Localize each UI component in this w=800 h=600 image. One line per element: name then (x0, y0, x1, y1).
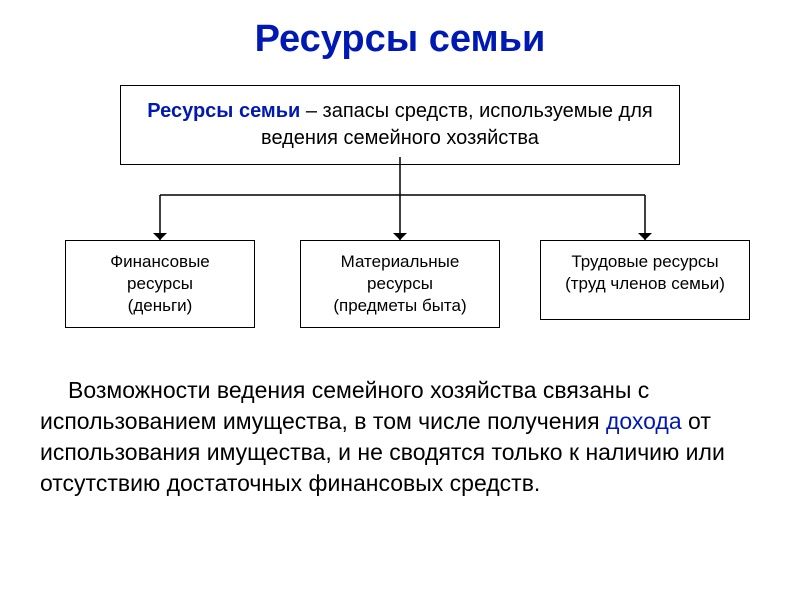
child-line: Материальные (307, 251, 493, 273)
child-line: ресурсы (307, 273, 493, 295)
child-box-financial: Финансовые ресурсы (деньги) (65, 240, 255, 328)
definition-rest: – запасы средств, используемые для веден… (261, 100, 653, 149)
child-line: (труд членов семьи) (547, 273, 743, 295)
child-box-material: Материальные ресурсы (предметы быта) (300, 240, 500, 328)
child-line: (деньги) (72, 295, 248, 317)
child-line: Трудовые ресурсы (547, 251, 743, 273)
child-line: ресурсы (72, 273, 248, 295)
child-line: (предметы быта) (307, 295, 493, 317)
definition-term: Ресурсы семьи (147, 100, 300, 122)
page-title: Ресурсы семьи (0, 0, 800, 61)
child-line: Финансовые (72, 251, 248, 273)
paragraph-highlight: дохода (606, 408, 682, 434)
paragraph-pre: Возможности ведения семейного хозяйства … (40, 377, 649, 434)
body-paragraph: Возможности ведения семейного хозяйства … (40, 375, 760, 499)
child-box-labor: Трудовые ресурсы (труд членов семьи) (540, 240, 750, 320)
definition-box: Ресурсы семьи – запасы средств, использу… (120, 85, 680, 165)
